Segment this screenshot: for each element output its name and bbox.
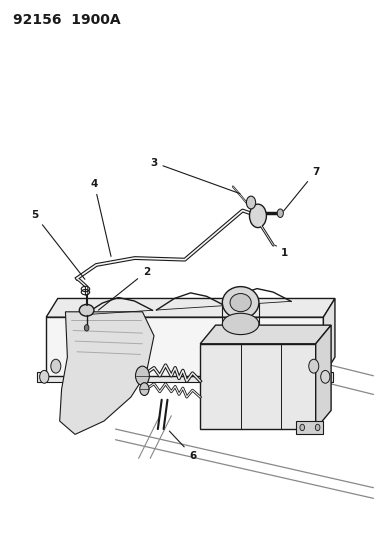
- Text: 92156  1900A: 92156 1900A: [13, 13, 121, 27]
- Text: 4: 4: [90, 179, 111, 256]
- Circle shape: [309, 359, 319, 373]
- Polygon shape: [200, 344, 316, 429]
- Circle shape: [246, 196, 256, 209]
- Circle shape: [84, 325, 89, 331]
- Polygon shape: [296, 421, 323, 434]
- Ellipse shape: [230, 294, 251, 312]
- Polygon shape: [46, 317, 323, 376]
- Polygon shape: [323, 298, 335, 376]
- Circle shape: [249, 204, 266, 228]
- Polygon shape: [37, 372, 333, 382]
- Circle shape: [315, 424, 320, 431]
- Text: 1: 1: [276, 245, 288, 258]
- Circle shape: [277, 209, 283, 217]
- Polygon shape: [316, 325, 331, 429]
- Text: 6: 6: [169, 431, 196, 461]
- Circle shape: [140, 383, 149, 395]
- Polygon shape: [200, 325, 331, 344]
- Circle shape: [40, 370, 49, 383]
- Polygon shape: [60, 312, 154, 434]
- Ellipse shape: [223, 287, 259, 319]
- Text: 7: 7: [284, 167, 320, 211]
- Ellipse shape: [79, 304, 94, 316]
- Polygon shape: [46, 298, 335, 317]
- Circle shape: [321, 370, 330, 383]
- Ellipse shape: [223, 313, 259, 335]
- Text: 5: 5: [31, 210, 85, 279]
- Text: 3: 3: [151, 158, 240, 193]
- Text: 2: 2: [99, 267, 150, 310]
- Circle shape: [51, 359, 61, 373]
- Circle shape: [136, 366, 149, 385]
- Circle shape: [300, 424, 305, 431]
